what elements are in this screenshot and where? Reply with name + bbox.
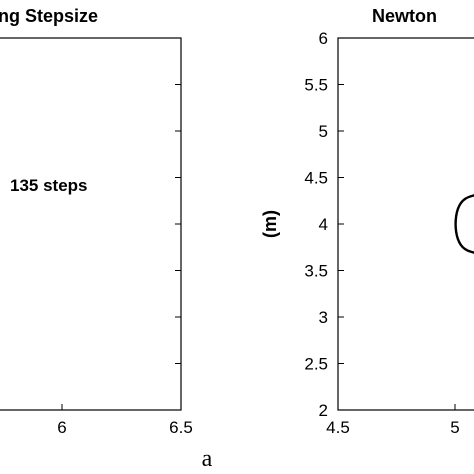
right-y-tick-label: 5 — [319, 122, 328, 141]
left-plot-frame — [0, 37, 182, 411]
left-x-tick-label: 6.5 — [169, 418, 193, 437]
right-plot-frame — [337, 37, 474, 411]
right-panel: Newton 22.533.544.555.56 4.5 5 (m) — [260, 6, 474, 437]
left-x-ticks: 6 6.5 — [57, 404, 193, 437]
right-series-line — [454, 194, 474, 254]
right-x-tick-label: 4.5 — [326, 418, 350, 437]
right-y-tick-label: 4 — [319, 215, 328, 234]
right-x-ticks: 4.5 5 — [326, 404, 460, 437]
right-y-tick-label: 3.5 — [304, 262, 328, 281]
left-panel: ng Stepsize 6 6.5 135 steps — [0, 6, 193, 437]
right-x-tick-label: 5 — [450, 418, 459, 437]
right-y-tick-label: 6 — [319, 29, 328, 48]
right-y-tick-label: 3 — [319, 308, 328, 327]
left-annotation: 135 steps — [10, 176, 88, 195]
right-chart-title: Newton — [372, 6, 437, 26]
right-y-tick-label: 5.5 — [304, 76, 328, 95]
figure-caption: a — [202, 446, 213, 472]
right-y-tick-label: 2 — [319, 401, 328, 420]
right-y-ticks: 2 2.5 3 3.5 4 4.5 5 5.5 6 — [304, 29, 344, 420]
right-y-tick-label: 4.5 — [304, 169, 328, 188]
left-y-tick-marks — [175, 37, 181, 411]
left-chart-title: ng Stepsize — [0, 6, 98, 26]
left-x-tick-label: 6 — [57, 418, 66, 437]
right-y-axis-label: (m) — [260, 210, 280, 238]
right-y-tick-label: 2.5 — [304, 355, 328, 374]
